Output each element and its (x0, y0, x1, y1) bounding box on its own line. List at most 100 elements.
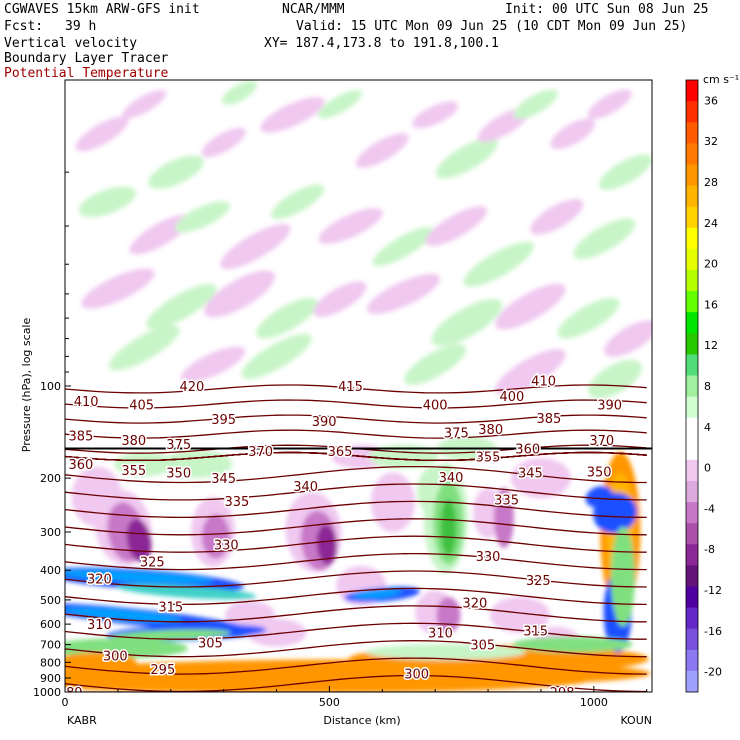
velocity-cell (114, 452, 175, 477)
theta-contour-label: 370 (248, 445, 273, 460)
theta-contour-label: 300 (404, 667, 429, 682)
velocity-cell (365, 643, 526, 660)
theta-contour-line (65, 384, 647, 394)
theta-contour-label: 390 (597, 399, 622, 414)
x-tick-label: 500 (319, 696, 340, 709)
colorbar-units: cm s⁻¹ (703, 73, 739, 86)
velocity-cell (81, 268, 155, 309)
colorbar-swatch (686, 227, 698, 250)
theta-contour-line (65, 657, 647, 675)
velocity-cell (221, 80, 258, 105)
velocity-cell (431, 299, 503, 346)
theta-contour-label: 390 (312, 415, 337, 430)
velocity-cell (204, 270, 275, 318)
theta-contour-label: 410 (74, 395, 99, 410)
theta-contour-line (65, 465, 647, 484)
y-tick-label: 700 (40, 639, 61, 652)
y-axis-label: Pressure (hPa), log scale (20, 318, 33, 453)
colorbar-label: -16 (704, 625, 722, 638)
colorbar-swatch (686, 312, 698, 334)
theta-contour-label: 360 (68, 458, 93, 473)
colorbar-swatch (686, 164, 698, 187)
velocity-cell (201, 127, 246, 158)
velocity-cell (585, 486, 613, 508)
theta-contour-line (65, 518, 647, 536)
velocity-cell (148, 155, 204, 189)
colorbar-swatch (686, 185, 698, 208)
theta-contour-label: 320 (87, 572, 112, 587)
velocity-cell (510, 458, 571, 499)
velocity-cell (610, 526, 635, 627)
velocity-cell (493, 487, 514, 548)
theta-contour-label: 335 (494, 494, 519, 509)
colorbar-swatch (686, 586, 698, 609)
colorbar-swatch (686, 269, 698, 292)
y-tick-label: 500 (40, 594, 61, 607)
velocity-cell (256, 297, 319, 339)
field-vertical-velocity: Vertical velocity (4, 36, 138, 51)
colorbar-label: 12 (704, 339, 718, 352)
theta-contour-label: 355 (121, 464, 146, 479)
theta-contour-label: 365 (328, 445, 353, 460)
theta-contour-label: 289 (58, 686, 83, 701)
velocity-cell (241, 333, 312, 379)
velocity-cell (573, 218, 636, 260)
colorbar-swatch (686, 565, 698, 587)
theta-contour-line (65, 552, 647, 571)
colorbar-swatch (686, 480, 698, 503)
colorbar-swatch (686, 417, 698, 440)
theta-contour-label: 305 (470, 639, 495, 654)
theta-contour-label: 380 (478, 423, 503, 438)
theta-contour-label: 320 (462, 597, 487, 612)
velocity-cell (116, 583, 257, 600)
colorbar-label: 32 (704, 135, 718, 148)
colorbar-label: 28 (704, 176, 718, 189)
theta-contour-label: 410 (531, 375, 556, 390)
colorbar-label: -20 (704, 666, 722, 679)
velocity-cell (313, 281, 367, 317)
colorbar-swatch (686, 396, 698, 419)
colorbar-label: 16 (704, 298, 718, 311)
colorbar-swatch (686, 607, 698, 630)
theta-contour-line (65, 570, 647, 588)
theta-contour-label: 345 (211, 472, 236, 487)
velocity-cell (201, 514, 230, 559)
velocity-cell (78, 186, 136, 218)
theta-contour-label: 335 (224, 495, 249, 510)
velocity-cell (174, 201, 231, 233)
colorbar-swatch (686, 122, 698, 144)
theta-contour-label: 360 (515, 442, 540, 457)
theta-contour-line (65, 640, 647, 658)
velocity-cell (425, 206, 488, 246)
theta-contour-label: 370 (589, 434, 614, 449)
colorbar-swatch (686, 459, 698, 482)
init-time: Init: 00 UTC Sun 08 Jun 25 (505, 2, 709, 17)
theta-contour-label: 325 (140, 556, 165, 571)
theta-contour-label: 315 (523, 625, 548, 640)
theta-contour-line (65, 451, 647, 462)
velocity-cell (225, 600, 276, 629)
y-tick-label: 300 (40, 526, 61, 539)
velocity-cell (512, 636, 633, 653)
y-tick-label: 1000 (33, 686, 61, 699)
y-tick-label: 600 (40, 618, 61, 631)
theta-contour-label: 395 (211, 413, 236, 428)
velocity-cell (604, 320, 652, 357)
colorbar-label: -4 (704, 502, 715, 515)
colorbar-swatch (686, 502, 698, 524)
theta-contour-label: 375 (166, 438, 191, 453)
field-boundary-layer-tracer: Boundary Layer Tracer (4, 51, 169, 66)
colorbar: 36 32 28 24 20 16 12 8 4 0 -4 -8 -12 -16 -20 (685, 79, 722, 693)
velocity-cell (317, 89, 363, 119)
theta-contour-label: 325 (526, 574, 551, 589)
theta-contour-label: 310 (428, 627, 453, 642)
theta-contour-label: 298 (550, 686, 575, 701)
velocity-cell (355, 133, 409, 168)
velocity-cell (75, 116, 129, 152)
theta-contour-label: 310 (87, 618, 112, 633)
theta-contour-label: 385 (536, 412, 561, 427)
colorbar-swatch (686, 248, 698, 271)
y-tick-label: 900 (40, 672, 61, 685)
colorbar-label: 36 (704, 94, 718, 107)
